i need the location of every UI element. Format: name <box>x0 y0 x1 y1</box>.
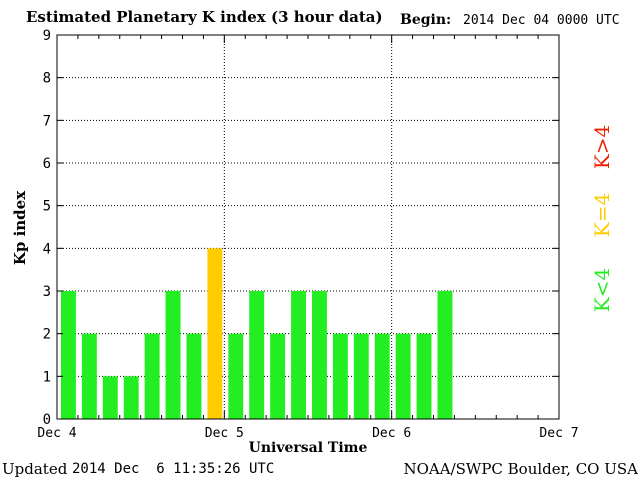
kp-bar <box>123 376 139 419</box>
y-tick-label: 2 <box>43 327 51 343</box>
kp-bar <box>228 333 244 419</box>
x-tick-label: Dec 4 <box>37 426 76 441</box>
kp-bar <box>395 333 411 419</box>
y-tick-label: 4 <box>43 241 51 257</box>
updated-label: Updated <box>2 460 68 478</box>
legend-below-4: K<4 <box>590 267 614 313</box>
y-axis-label: Kp index <box>11 190 29 266</box>
kp-bar <box>186 333 202 419</box>
kp-bar <box>61 291 76 419</box>
legend-above-4: K>4 <box>590 124 614 170</box>
y-tick-label: 5 <box>43 199 51 215</box>
x-tick-label: Dec 6 <box>372 426 411 441</box>
chart-title: Estimated Planetary K index (3 hour data… <box>26 8 383 26</box>
updated-timestamp: 2014 Dec 6 11:35:26 UTC <box>72 461 275 477</box>
x-tick-label: Dec 5 <box>205 426 244 441</box>
kp-bar <box>102 376 118 419</box>
y-tick-label: 7 <box>43 113 51 129</box>
footer-credit: NOAA/SWPC Boulder, CO USA <box>403 460 638 478</box>
begin-label: Begin: <box>400 12 452 28</box>
kp-bar <box>312 291 327 419</box>
kp-bar <box>416 333 432 419</box>
kp-bar <box>291 291 306 419</box>
kp-bar <box>270 333 286 419</box>
kp-bar <box>81 333 97 419</box>
y-tick-label: 9 <box>43 28 51 44</box>
x-axis-label: Universal Time <box>248 440 368 456</box>
y-tick-label: 3 <box>43 284 51 300</box>
kp-bar <box>353 333 369 419</box>
kp-bar <box>332 333 348 419</box>
y-tick-label: 6 <box>43 156 51 172</box>
x-tick-label: Dec 7 <box>539 426 578 441</box>
y-tick-label: 8 <box>43 71 51 87</box>
y-tick-label: 1 <box>43 369 51 385</box>
kp-bar <box>249 291 265 419</box>
begin-value: 2014 Dec 04 0000 UTC <box>463 13 620 28</box>
kp-bar <box>165 291 181 419</box>
kp-bar <box>144 333 160 419</box>
kp-bar <box>207 248 223 419</box>
plot-frame <box>56 34 560 420</box>
y-tick-label: 0 <box>43 412 51 428</box>
kp-bar <box>437 291 453 419</box>
kp-bar <box>374 333 390 419</box>
legend-equal-4: K=4 <box>590 192 614 238</box>
